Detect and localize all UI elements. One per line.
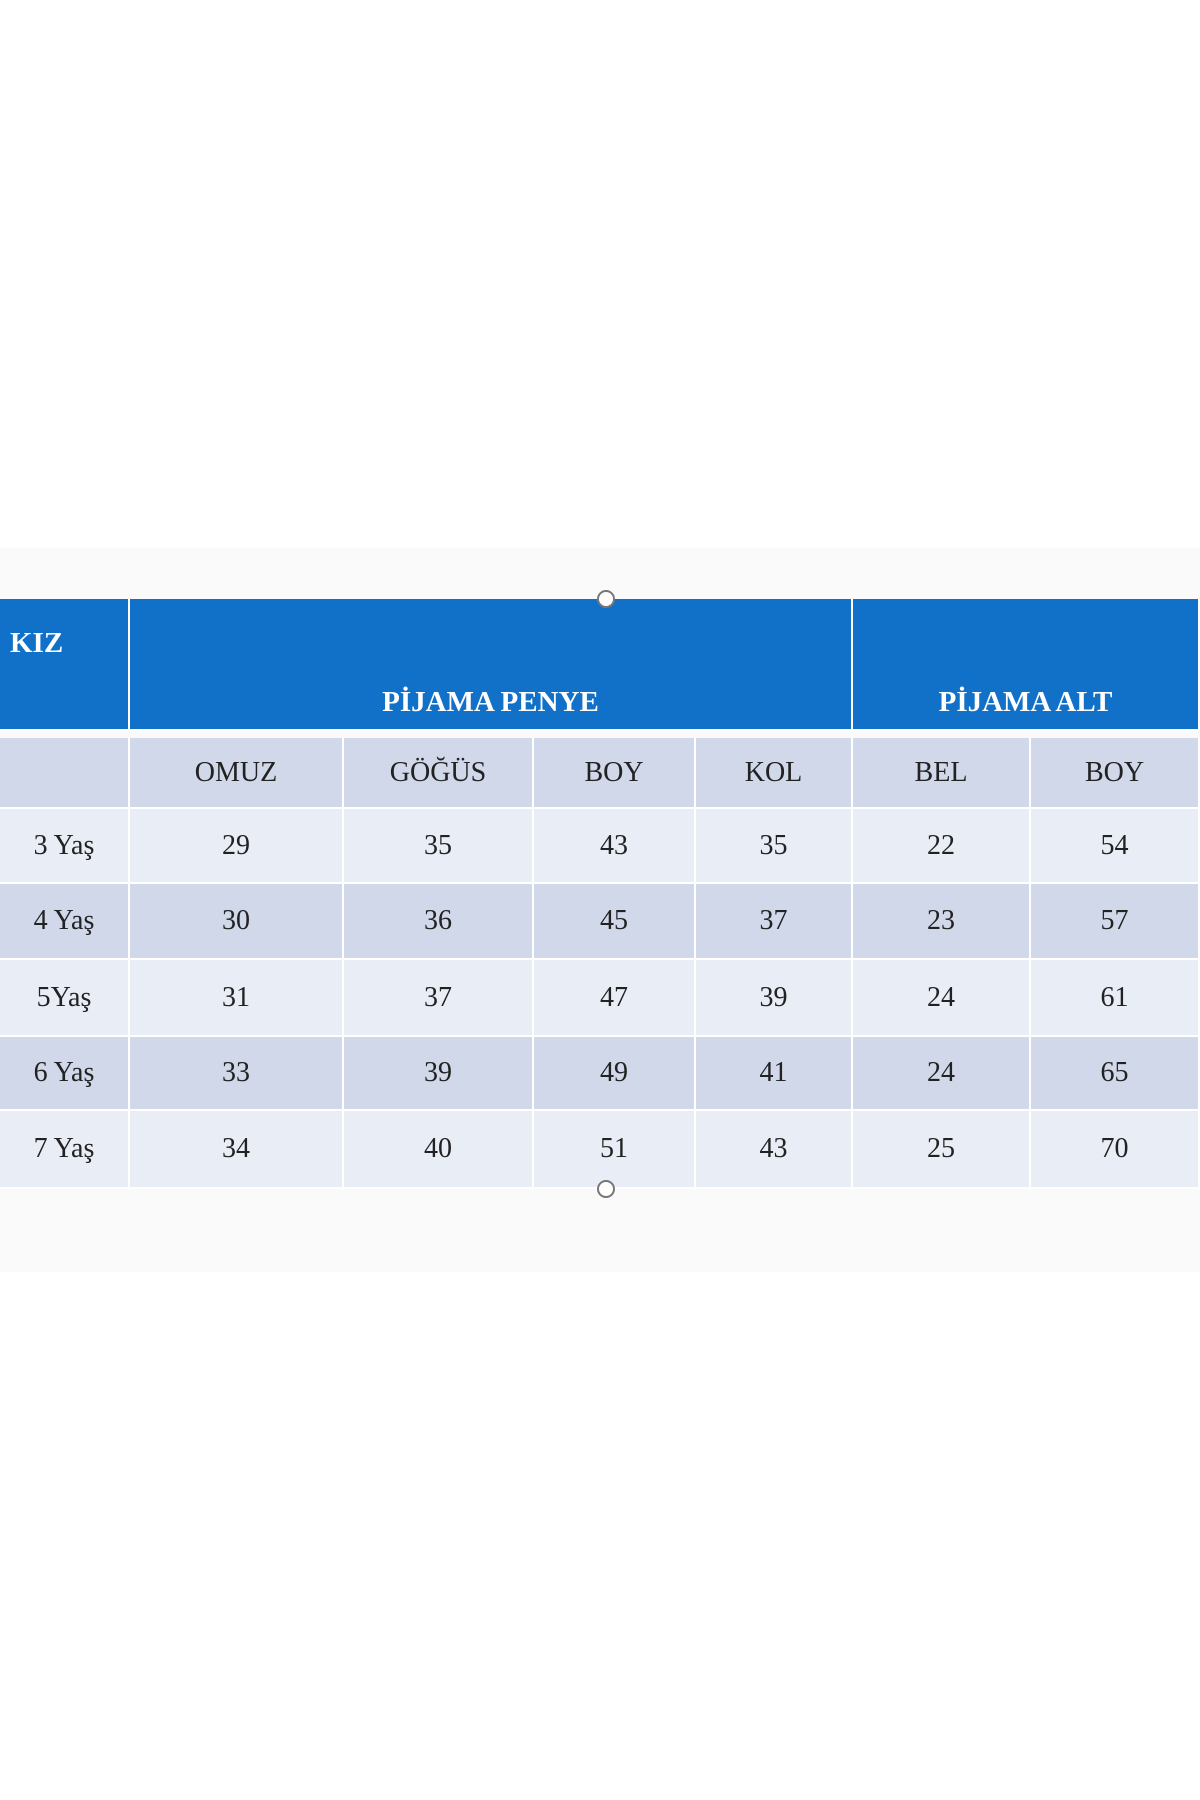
table-cell: 23 [853, 884, 1031, 960]
group-header: PİJAMA PENYE [130, 599, 853, 731]
table-cell: 45 [534, 884, 696, 960]
column-header: BEL [853, 738, 1031, 809]
column-header: BOY [1031, 738, 1200, 809]
table-cell: 22 [853, 809, 1031, 884]
table-cell: 33 [130, 1037, 344, 1111]
column-header: KOL [696, 738, 853, 809]
table-cell: 54 [1031, 809, 1200, 884]
resize-handle[interactable] [597, 1180, 615, 1198]
table-cell: 37 [344, 960, 534, 1037]
group-header: PİJAMA ALT [853, 599, 1200, 731]
table-cell: 51 [534, 1111, 696, 1189]
row-label: 7 Yaş [0, 1111, 130, 1189]
table-cell: 30 [130, 884, 344, 960]
row-label: 6 Yaş [0, 1037, 130, 1111]
table-cell: 39 [696, 960, 853, 1037]
table-cell: 36 [344, 884, 534, 960]
table-cell: 43 [696, 1111, 853, 1189]
row-label: 5Yaş [0, 960, 130, 1037]
table-cell: 65 [1031, 1037, 1200, 1111]
table-cell: 57 [1031, 884, 1200, 960]
table-cell: 34 [130, 1111, 344, 1189]
table-cell: 24 [853, 1037, 1031, 1111]
corner-cell: KIZ [0, 599, 130, 731]
table-cell: 35 [344, 809, 534, 884]
column-header: OMUZ [130, 738, 344, 809]
table-cell: 39 [344, 1037, 534, 1111]
row-label: 3 Yaş [0, 809, 130, 884]
table-cell: 31 [130, 960, 344, 1037]
column-header: BOY [534, 738, 696, 809]
row-label: 4 Yaş [0, 884, 130, 960]
table-cell: 41 [696, 1037, 853, 1111]
table-cell: 40 [344, 1111, 534, 1189]
table-cell: 47 [534, 960, 696, 1037]
table-cell: 43 [534, 809, 696, 884]
column-header [0, 738, 130, 809]
table-cell: 29 [130, 809, 344, 884]
resize-handle[interactable] [597, 590, 615, 608]
column-header: GÖĞÜS [344, 738, 534, 809]
table-cell: 70 [1031, 1111, 1200, 1189]
table-cell: 49 [534, 1037, 696, 1111]
table-cell: 25 [853, 1111, 1031, 1189]
table-cell: 24 [853, 960, 1031, 1037]
table-cell: 61 [1031, 960, 1200, 1037]
table-cell: 37 [696, 884, 853, 960]
table-cell: 35 [696, 809, 853, 884]
